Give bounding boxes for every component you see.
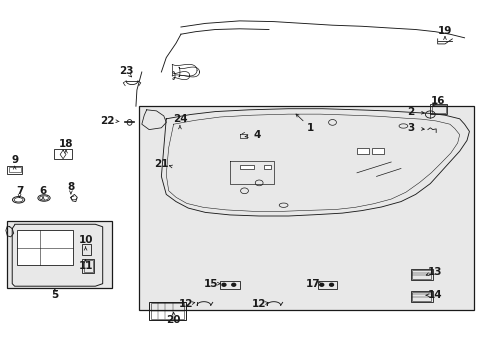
- Bar: [264, 165, 271, 169]
- Text: 14: 14: [427, 290, 442, 300]
- Text: 3: 3: [407, 123, 413, 133]
- Text: 9: 9: [11, 155, 18, 165]
- Text: 12: 12: [178, 299, 193, 309]
- Text: 6: 6: [40, 186, 46, 196]
- Text: 10: 10: [78, 235, 93, 246]
- Bar: [371, 148, 383, 154]
- Bar: [356, 148, 368, 154]
- Bar: [83, 260, 93, 272]
- Bar: [7, 166, 22, 174]
- Text: 1: 1: [306, 123, 313, 133]
- Text: 18: 18: [59, 139, 73, 149]
- Bar: [239, 165, 254, 169]
- Circle shape: [231, 283, 235, 286]
- Bar: [410, 269, 432, 280]
- Bar: [54, 149, 72, 159]
- Text: 24: 24: [172, 114, 187, 124]
- Bar: [9, 167, 20, 172]
- Text: 7: 7: [16, 186, 23, 196]
- Text: 11: 11: [78, 261, 93, 271]
- Text: 12: 12: [251, 299, 266, 309]
- Text: 8: 8: [67, 182, 74, 192]
- Text: 21: 21: [154, 159, 168, 169]
- Bar: [317, 281, 337, 289]
- Text: 23: 23: [119, 66, 133, 76]
- Text: 2: 2: [407, 107, 413, 117]
- Circle shape: [319, 283, 323, 286]
- Text: 13: 13: [427, 267, 442, 277]
- Text: 17: 17: [305, 279, 320, 289]
- Text: 20: 20: [166, 315, 181, 325]
- Bar: [411, 270, 430, 279]
- Bar: [429, 104, 447, 114]
- Bar: [82, 244, 91, 255]
- Bar: [410, 291, 432, 302]
- Bar: [139, 106, 473, 310]
- Bar: [411, 292, 430, 301]
- Bar: [17, 230, 73, 265]
- Text: 4: 4: [252, 130, 260, 140]
- Bar: [149, 302, 185, 320]
- Text: 19: 19: [437, 26, 451, 36]
- Circle shape: [329, 283, 333, 286]
- Circle shape: [222, 283, 225, 286]
- Text: 22: 22: [100, 116, 115, 126]
- Text: 5: 5: [51, 290, 58, 300]
- Bar: [150, 303, 184, 319]
- Bar: [431, 105, 445, 113]
- Bar: [220, 281, 239, 289]
- Text: 15: 15: [203, 279, 218, 289]
- Bar: [82, 259, 94, 273]
- Text: 16: 16: [429, 96, 444, 106]
- Bar: [7, 221, 112, 288]
